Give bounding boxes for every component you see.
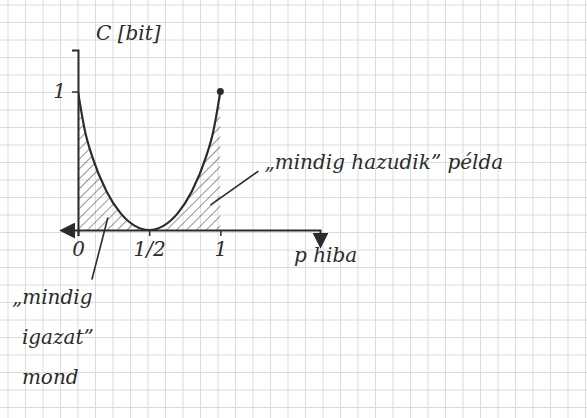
x-tick-label: 0 — [72, 237, 85, 261]
y-tick-mark — [72, 91, 78, 93]
paper-line — [0, 355, 587, 356]
paper-line — [0, 407, 587, 408]
paper-line — [0, 267, 587, 268]
paper-line — [0, 75, 587, 76]
paper-line — [0, 40, 587, 41]
paper-line — [0, 22, 587, 23]
paper-line — [0, 127, 587, 128]
x-tick-mark — [149, 230, 151, 236]
y-axis-title: C [bit] — [96, 21, 161, 45]
paper-line — [0, 57, 587, 58]
x-tick: 1/2 — [134, 230, 166, 261]
x-tick: 0 — [72, 230, 85, 261]
annotation: „mindig hazudik” példa — [264, 150, 503, 174]
curve — [78, 92, 220, 230]
x-tick: 1 — [214, 230, 227, 261]
y-axis-line — [72, 51, 79, 231]
graph-paper — [0, 0, 587, 418]
paper-line — [0, 372, 587, 373]
hatched-area — [78, 92, 220, 230]
paper-line — [0, 232, 587, 233]
leader-line — [210, 171, 258, 205]
y-axis: 1 — [53, 51, 78, 231]
x-axis: 0 1/2 1 — [72, 230, 320, 261]
paper-line — [0, 320, 587, 321]
plot-area — [78, 88, 224, 230]
x-tick-mark — [220, 230, 222, 236]
x-tick-label: 1/2 — [134, 237, 166, 261]
end-point — [217, 88, 224, 95]
y-tick: 1 — [53, 79, 78, 103]
paper-line — [0, 92, 587, 93]
y-tick-label: 1 — [53, 79, 66, 103]
x-tick-label: 1 — [214, 237, 227, 261]
paper-line — [0, 110, 587, 111]
x-axis-title: p hiba — [294, 243, 357, 267]
paper-line — [0, 390, 587, 391]
annotation: „mindigigazat”mond — [12, 285, 94, 389]
paper-line — [0, 5, 587, 6]
x-axis-line — [79, 231, 321, 237]
leader-line — [92, 218, 108, 280]
chart: 0 1/2 1 1 C [bit] p hiba „mindig hazudik” péld… — [0, 0, 587, 418]
